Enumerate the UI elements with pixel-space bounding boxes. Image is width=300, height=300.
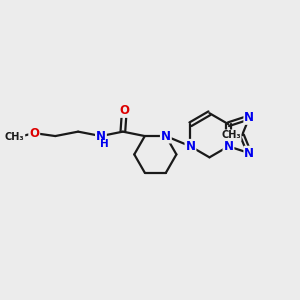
Text: N: N [96, 130, 106, 142]
Text: N: N [161, 130, 171, 142]
Text: CH₃: CH₃ [5, 132, 24, 142]
Text: H: H [100, 139, 109, 149]
Text: N: N [244, 111, 254, 124]
Text: N: N [185, 140, 196, 153]
Text: N: N [244, 147, 254, 160]
Text: O: O [119, 104, 129, 117]
Text: O: O [29, 127, 39, 140]
Text: N: N [224, 140, 233, 153]
Text: CH₃: CH₃ [221, 130, 241, 140]
